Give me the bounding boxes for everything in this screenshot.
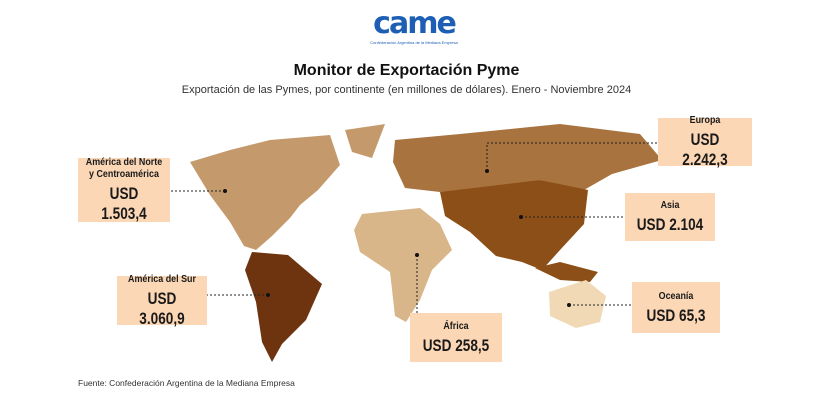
leader-dots <box>223 169 571 307</box>
south-america-dot <box>266 293 270 297</box>
region-value: USD 2.242,3 <box>682 130 728 169</box>
region-value: USD 1.503,4 <box>101 184 147 223</box>
label-africa: África USD 258,5 <box>410 313 502 362</box>
region-name: Asia <box>660 199 680 211</box>
greenland-region <box>345 124 385 158</box>
region-value: USD 258,5 <box>422 335 490 355</box>
asia-dot <box>519 215 523 219</box>
oceania-region <box>549 280 606 328</box>
came-logo: came Confederación Argentina de la Media… <box>370 6 458 46</box>
page-subtitle: Exportación de las Pymes, por continente… <box>181 84 632 96</box>
region-name: América del Norte y Centroamérica <box>85 156 163 180</box>
source-footer: Fuente: Confederación Argentina de la Me… <box>78 378 295 388</box>
europe-leader <box>486 142 658 171</box>
region-value: USD 2.104 <box>636 215 704 234</box>
logo-mark: came <box>373 6 457 41</box>
europe-dot <box>485 169 489 173</box>
leader-lines <box>170 142 658 313</box>
logo-tagline: Confederación Argentina de la Mediana Em… <box>370 40 458 45</box>
southeast-asia-islands <box>535 262 598 282</box>
south-america-region <box>245 252 322 362</box>
region-name: América del Sur <box>128 272 196 285</box>
region-name: África <box>443 319 469 332</box>
region-name: Oceanía <box>658 289 694 302</box>
label-america-sur: América del Sur USD 3.060,9 <box>117 272 207 328</box>
page-title: Monitor de Exportación Pyme <box>293 62 520 79</box>
region-value: USD 65,3 <box>646 305 706 325</box>
label-europa: Europa USD 2.242,3 <box>658 114 752 169</box>
north-america-region <box>190 135 340 250</box>
north-america-dot <box>223 189 227 193</box>
europe-region <box>393 124 662 192</box>
oceania-dot <box>567 303 571 307</box>
africa-dot <box>415 253 419 257</box>
label-america-norte: América del Norte y Centroamérica USD 1.… <box>78 156 170 223</box>
africa-region <box>354 208 452 322</box>
region-name: Europa <box>689 114 721 126</box>
region-value: USD 3.060,9 <box>139 288 185 328</box>
label-oceania: Oceanía USD 65,3 <box>632 282 720 333</box>
asia-region <box>440 180 588 270</box>
label-asia: Asia USD 2.104 <box>625 193 715 241</box>
